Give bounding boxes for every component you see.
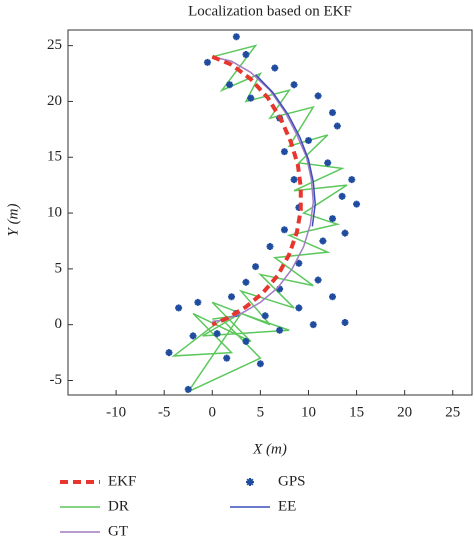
legend-symbol <box>246 478 254 486</box>
gps-marker <box>314 92 322 100</box>
legend-label: GT <box>108 523 128 539</box>
gps-marker <box>295 259 303 267</box>
gps-marker <box>242 278 250 286</box>
gps-marker <box>290 176 298 184</box>
gps-marker <box>329 293 337 301</box>
x-axis-label: X (m) <box>252 441 287 457</box>
y-tick-label: 25 <box>47 37 62 53</box>
legend-label: EKF <box>108 473 136 489</box>
gps-marker <box>309 321 317 329</box>
y-axis-label: Y (m) <box>5 204 21 237</box>
y-tick-label: -5 <box>50 372 63 388</box>
x-tick-label: 15 <box>349 404 364 420</box>
gps-marker <box>175 304 183 312</box>
y-tick-label: 20 <box>47 93 62 109</box>
gps-marker <box>184 385 192 393</box>
chart-title: Localization based on EKF <box>188 3 352 19</box>
gps-marker <box>341 229 349 237</box>
gps-marker <box>348 176 356 184</box>
legend-label: GPS <box>278 473 306 489</box>
gps-marker <box>247 94 255 102</box>
gps-marker <box>261 312 269 320</box>
gps-marker <box>329 215 337 223</box>
gps-marker <box>295 304 303 312</box>
gps-marker <box>189 332 197 340</box>
y-tick-label: 0 <box>55 316 63 332</box>
gps-marker <box>165 349 173 357</box>
series-line <box>212 56 315 323</box>
gps-marker <box>290 81 298 89</box>
gps-marker <box>338 192 346 200</box>
x-tick-label: 5 <box>257 404 265 420</box>
gps-marker <box>280 226 288 234</box>
gps-marker <box>252 263 260 271</box>
gps-marker <box>333 122 341 130</box>
gps-marker <box>341 318 349 326</box>
plot-frame <box>67 29 473 396</box>
series-line <box>255 74 316 227</box>
gps-marker <box>280 148 288 156</box>
x-tick-label: 0 <box>209 404 217 420</box>
x-tick-label: 20 <box>397 404 412 420</box>
gps-marker <box>226 81 234 89</box>
gps-marker <box>242 337 250 345</box>
gps-marker <box>271 64 279 72</box>
gps-marker <box>314 276 322 284</box>
series-line <box>211 54 303 327</box>
gps-marker <box>228 293 236 301</box>
x-tick-label: -5 <box>158 404 171 420</box>
gps-marker <box>203 58 211 66</box>
gps-marker <box>304 137 312 145</box>
x-tick-label: 25 <box>445 404 460 420</box>
legend-label: DR <box>108 498 129 514</box>
gps-marker <box>324 159 332 167</box>
gps-marker <box>266 243 274 251</box>
gps-marker <box>232 33 240 41</box>
gps-marker <box>353 200 361 208</box>
legend-label: EE <box>278 498 296 514</box>
gps-marker <box>223 354 231 362</box>
gps-marker <box>213 330 221 338</box>
gps-marker <box>242 51 250 59</box>
x-tick-label: -10 <box>106 404 126 420</box>
gps-marker <box>319 237 327 245</box>
gps-marker <box>256 360 264 368</box>
gps-marker <box>194 298 202 306</box>
y-tick-label: 5 <box>55 260 63 276</box>
y-tick-label: 15 <box>47 149 62 165</box>
series-line <box>171 44 348 394</box>
y-tick-label: 10 <box>47 204 62 220</box>
x-tick-label: 10 <box>301 404 316 420</box>
gps-marker <box>276 326 284 334</box>
gps-marker <box>329 109 337 117</box>
gps-marker <box>276 285 284 293</box>
